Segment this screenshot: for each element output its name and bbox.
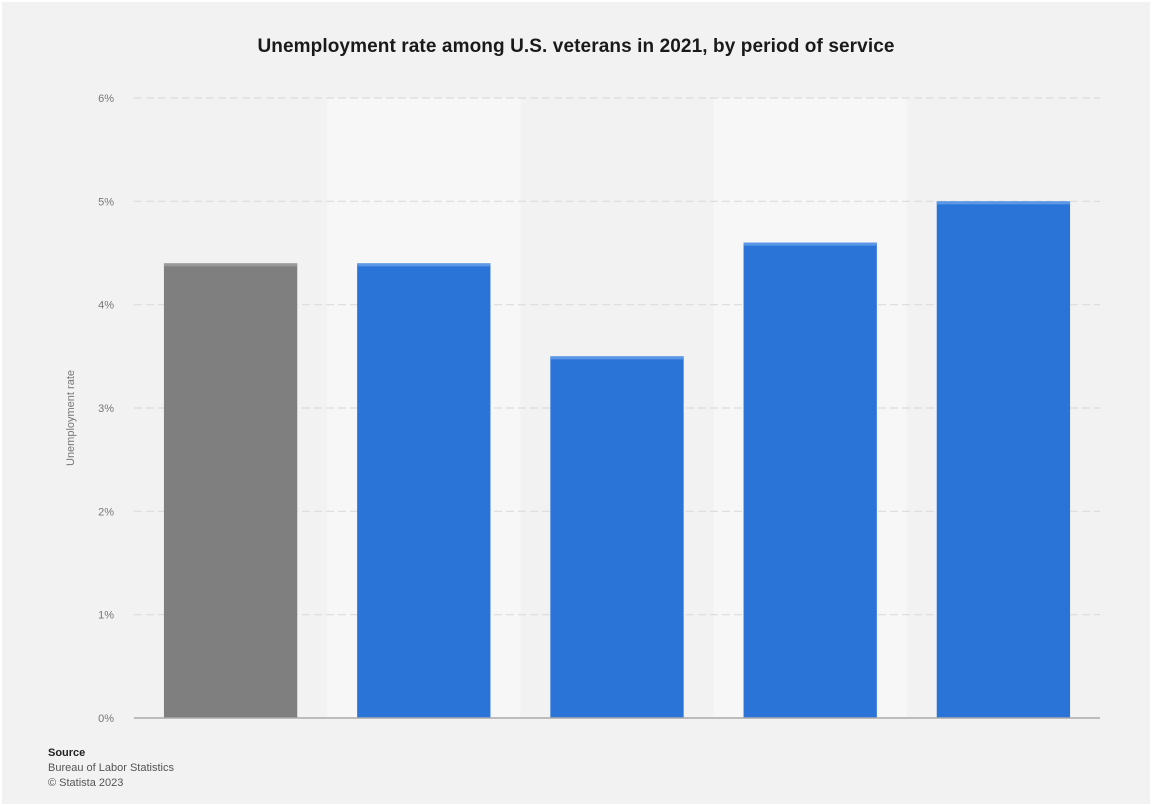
- y-tick-label: 2%: [98, 506, 114, 518]
- copyright: © Statista 2023: [48, 777, 124, 789]
- source-name: Bureau of Labor Statistics: [48, 762, 174, 774]
- y-axis-label: Unemployment rate: [65, 370, 77, 466]
- chart-title: Unemployment rate among U.S. veterans in…: [257, 36, 895, 57]
- bar[interactable]: [743, 242, 877, 718]
- y-tick-label: 5%: [98, 196, 114, 208]
- bar-top-edge: [550, 356, 684, 360]
- y-tick-label: 6%: [98, 93, 114, 105]
- source-label: Source: [48, 747, 86, 759]
- bar-top-edge: [357, 263, 491, 267]
- y-tick-label: 3%: [98, 403, 114, 415]
- bar[interactable]: [163, 263, 298, 718]
- y-tick-label: 4%: [98, 300, 114, 312]
- bar[interactable]: [936, 201, 1071, 719]
- bar[interactable]: [357, 263, 491, 718]
- bar[interactable]: [550, 356, 684, 718]
- bar-top-edge: [163, 263, 298, 267]
- source-block: Source Bureau of Labor Statistics © Stat…: [48, 746, 174, 791]
- bar-top-edge: [936, 201, 1071, 205]
- y-tick-label: 1%: [98, 610, 114, 622]
- bar-top-edge: [743, 242, 877, 246]
- y-tick-label: 0%: [98, 713, 114, 725]
